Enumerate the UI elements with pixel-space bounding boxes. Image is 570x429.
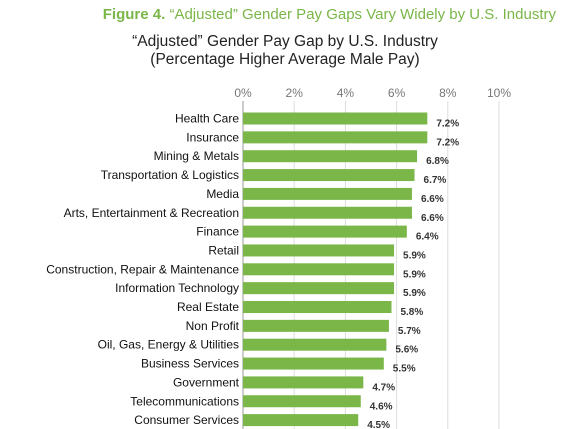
figure-caption-text: “Adjusted” Gender Pay Gaps Vary Widely b… (169, 6, 556, 23)
bar (243, 376, 364, 389)
category-label: Real Estate (177, 300, 239, 314)
bar (243, 338, 387, 351)
bar (243, 169, 415, 182)
bar (243, 244, 395, 257)
value-label: 6.8% (426, 156, 449, 167)
category-label: Information Technology (115, 281, 239, 295)
bar (243, 112, 428, 125)
x-tick-label: 8% (439, 86, 457, 100)
bar (243, 225, 407, 238)
value-label: 4.7% (372, 382, 395, 393)
category-label: Retail (208, 243, 239, 257)
value-label: 5.9% (403, 269, 426, 280)
category-label: Business Services (141, 357, 239, 371)
x-tick-label: 6% (388, 86, 406, 100)
bar (243, 206, 412, 219)
value-label: 5.9% (403, 250, 426, 261)
x-tick-label: 2% (286, 86, 304, 100)
category-label: Telecommunications (130, 394, 239, 408)
bar (243, 414, 359, 427)
bar (243, 282, 395, 295)
category-label: Media (206, 187, 239, 201)
value-label: 5.6% (395, 345, 418, 356)
x-tick-label: 4% (337, 86, 355, 100)
value-label: 6.6% (421, 194, 444, 205)
category-label: Construction, Repair & Maintenance (46, 262, 239, 276)
figure-number: Figure 4. (102, 6, 166, 23)
value-label: 5.5% (393, 364, 416, 375)
bar (243, 187, 412, 200)
bar (243, 131, 428, 144)
value-label: 6.7% (424, 175, 447, 186)
value-label: 6.4% (416, 232, 439, 243)
category-label: Oil, Gas, Energy & Utilities (98, 338, 239, 352)
value-label: 5.9% (403, 288, 426, 299)
bar (243, 150, 418, 163)
x-tick-label: 0% (234, 86, 252, 100)
category-label: Transportation & Logistics (101, 168, 239, 182)
bar (243, 357, 384, 370)
category-label: Consumer Services (134, 413, 239, 427)
category-label: Mining & Metals (154, 149, 239, 163)
figure-caption: Figure 4. “Adjusted” Gender Pay Gaps Var… (103, 6, 556, 23)
category-label: Arts, Entertainment & Recreation (64, 206, 239, 220)
category-label: Non Profit (186, 319, 240, 333)
bar (243, 301, 392, 313)
value-label: 5.8% (400, 307, 423, 318)
chart-subtitle: (Percentage Higher Average Male Pay) (150, 51, 420, 68)
x-tick-label: 10% (487, 86, 511, 100)
chart-title: “Adjusted” Gender Pay Gap by U.S. Indust… (132, 33, 438, 50)
category-label: Government (173, 375, 240, 389)
bar (243, 319, 389, 332)
category-label: Insurance (186, 130, 239, 144)
bar (243, 395, 361, 408)
value-label: 4.5% (367, 420, 390, 429)
value-label: 7.2% (436, 119, 459, 130)
category-label: Finance (196, 225, 239, 239)
value-label: 6.6% (421, 213, 444, 224)
value-label: 5.7% (398, 326, 421, 337)
category-label: Health Care (175, 112, 239, 126)
value-label: 7.2% (436, 137, 459, 148)
bar (243, 263, 395, 276)
value-label: 4.6% (370, 401, 393, 412)
